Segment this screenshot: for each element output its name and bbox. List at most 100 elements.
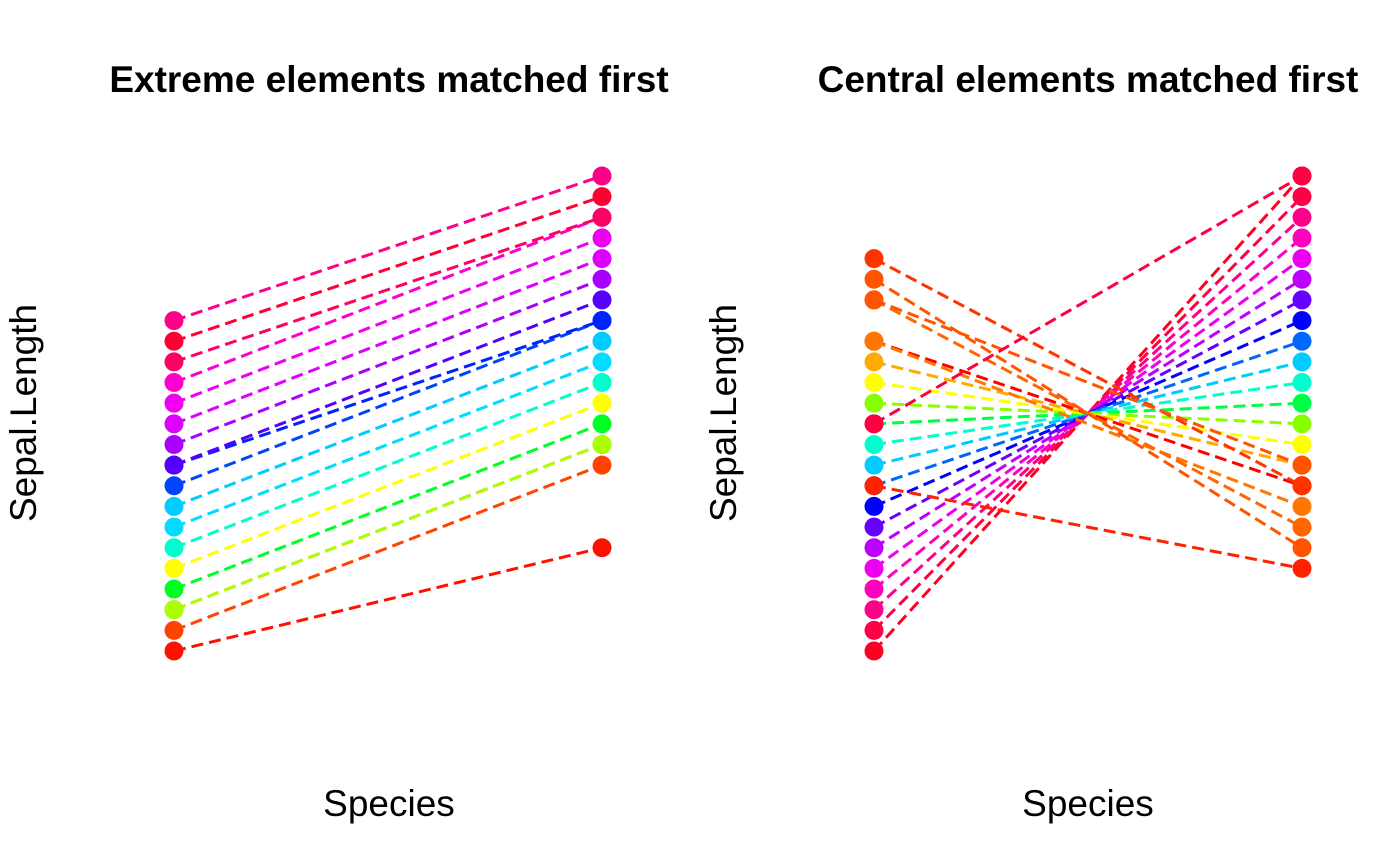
left-panel-left-point xyxy=(164,538,184,558)
right-panel-right-point xyxy=(1292,558,1312,578)
left-panel-left-point xyxy=(164,373,184,393)
left-panel-match-line xyxy=(173,236,603,405)
right-panel-left-point xyxy=(864,455,884,475)
right-panel-left-point xyxy=(864,249,884,269)
left-panel-right-point xyxy=(592,269,612,289)
right-panel-x-axis-label: Species xyxy=(1022,783,1154,824)
left-panel-y-axis-label: Sepal.Length xyxy=(3,304,44,522)
left-panel-x-axis-label: Species xyxy=(323,783,455,824)
right-panel-left-point xyxy=(864,517,884,537)
right-panel-y-axis-label: Sepal.Length xyxy=(703,304,744,522)
right-panel-left-point xyxy=(864,414,884,434)
right-panel-left-point xyxy=(864,331,884,351)
right-panel-left-point xyxy=(864,352,884,372)
left-panel-right-point xyxy=(592,311,612,331)
right-panel-match-line xyxy=(873,257,1303,488)
left-panel-left-point xyxy=(164,393,184,413)
right-panel-points xyxy=(864,166,1312,661)
right-panel-left-point xyxy=(864,496,884,516)
left-panel-left-point xyxy=(164,414,184,434)
left-panel-match-line xyxy=(173,174,603,322)
left-panel-right-point xyxy=(592,393,612,413)
left-panel-right-point xyxy=(592,207,612,227)
right-panel-right-point xyxy=(1292,331,1312,351)
left-panel-right-point xyxy=(592,290,612,310)
right-panel-match-line xyxy=(873,319,1303,508)
right-panel-match-line xyxy=(873,484,1303,570)
right-panel-right-point xyxy=(1292,414,1312,434)
left-panel-right-point xyxy=(592,249,612,269)
right-panel-right-point xyxy=(1292,269,1312,289)
right-panel-right-point xyxy=(1292,517,1312,537)
left-panel-left-point xyxy=(164,496,184,516)
left-panel-match-line xyxy=(173,277,603,446)
left-panel-left-point xyxy=(164,434,184,454)
left-panel-match-line xyxy=(173,443,603,612)
right-panel-match-line xyxy=(873,257,1303,570)
right-panel-left-point xyxy=(864,290,884,310)
left-panel-left-point xyxy=(164,331,184,351)
right-panel-right-point xyxy=(1292,228,1312,248)
right-panel-match-line xyxy=(873,298,1303,467)
left-panel-right-point xyxy=(592,228,612,248)
left-panel-match-line xyxy=(173,215,603,384)
left-panel-match-line xyxy=(173,339,603,508)
right-panel-left-point xyxy=(864,476,884,496)
left-panel-lines xyxy=(173,174,603,653)
right-panel-match-line xyxy=(873,339,1303,508)
right-panel-right-point xyxy=(1292,434,1312,454)
right-panel-right-point xyxy=(1292,187,1312,207)
right-panel-left-point xyxy=(864,579,884,599)
right-panel-right-point xyxy=(1292,496,1312,516)
left-panel-left-point xyxy=(164,517,184,537)
left-panel-right-point xyxy=(592,434,612,454)
left-panel-left-point xyxy=(164,352,184,372)
left-panel-right-point xyxy=(592,538,612,558)
right-panel-match-line xyxy=(873,174,1303,426)
left-panel: Extreme elements matched first Species S… xyxy=(3,59,669,824)
right-panel-left-point xyxy=(864,393,884,413)
left-panel-right-point xyxy=(592,373,612,393)
left-panel-right-point xyxy=(592,331,612,351)
left-panel-left-point xyxy=(164,620,184,640)
left-panel-left-point xyxy=(164,600,184,620)
right-panel-right-point xyxy=(1292,373,1312,393)
left-panel-match-line xyxy=(173,257,603,426)
left-panel-right-point xyxy=(592,187,612,207)
right-panel-right-point xyxy=(1292,290,1312,310)
right-panel-right-point xyxy=(1292,166,1312,186)
left-panel-right-point xyxy=(592,166,612,186)
right-panel-right-point xyxy=(1292,249,1312,269)
left-panel-match-line xyxy=(173,381,603,550)
left-panel-match-line xyxy=(173,319,603,467)
left-panel-match-line xyxy=(173,319,603,488)
left-panel-title: Extreme elements matched first xyxy=(109,59,668,100)
left-panel-match-line xyxy=(173,360,603,529)
right-panel-left-point xyxy=(864,373,884,393)
right-panel-right-point xyxy=(1292,538,1312,558)
left-panel-left-point xyxy=(164,579,184,599)
left-panel-match-line xyxy=(173,195,603,343)
left-panel-points xyxy=(164,166,612,661)
left-panel-match-line xyxy=(173,463,603,632)
right-panel-match-line xyxy=(872,174,1304,653)
right-panel-left-point xyxy=(864,538,884,558)
left-panel-right-point xyxy=(592,414,612,434)
left-panel-left-point xyxy=(164,641,184,661)
left-panel-match-line xyxy=(173,215,603,364)
right-panel-right-point xyxy=(1292,207,1312,227)
left-panel-match-line xyxy=(173,546,603,653)
right-panel-left-point xyxy=(864,641,884,661)
right-panel-right-point xyxy=(1292,352,1312,372)
left-panel-right-point xyxy=(592,352,612,372)
right-panel-right-point xyxy=(1292,393,1312,413)
right-panel-left-point xyxy=(864,558,884,578)
left-panel-match-line xyxy=(173,401,603,570)
right-panel-title: Central elements matched first xyxy=(818,59,1359,100)
left-panel-left-point xyxy=(164,455,184,475)
right-panel-right-point xyxy=(1292,476,1312,496)
right-panel-right-point xyxy=(1292,311,1312,331)
right-panel: Central elements matched first Species S… xyxy=(703,59,1358,824)
left-panel-left-point xyxy=(164,311,184,331)
